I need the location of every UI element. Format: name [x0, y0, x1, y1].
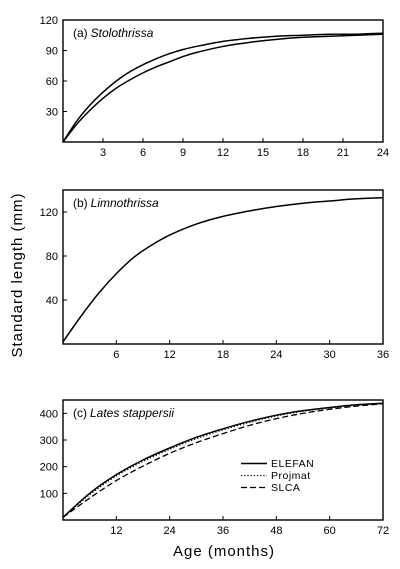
series-line-elefan	[62, 402, 384, 518]
x-tick-label: 36	[377, 349, 389, 361]
x-tick-label: 12	[110, 525, 122, 537]
panel-title: (a) Stolothrissa	[73, 26, 154, 40]
x-tick-label: 48	[270, 525, 282, 537]
y-tick-label: 80	[46, 251, 58, 263]
x-tick-label: 30	[324, 349, 336, 361]
panel-b: 6 12 18 24 30 36 40 80 120 (b) Limnothrissa	[40, 189, 389, 361]
plot-frame	[62, 189, 384, 345]
y-tick-label: 400	[40, 408, 58, 420]
panel-letter: (b)	[73, 196, 88, 210]
legend-label-elefan: ELEFAN	[271, 458, 314, 470]
y-tick-label: 90	[46, 46, 58, 58]
panel-a: 3 6 9 12 15 18 21 24 30 60 90 120 (a) Stolothrissa	[40, 15, 389, 159]
y-tick-label: 120	[40, 15, 58, 27]
x-tick-label: 24	[164, 525, 176, 537]
x-tick-label: 24	[270, 349, 282, 361]
y-tick-label: 30	[46, 107, 58, 119]
series-line-slca	[62, 403, 384, 518]
x-tick-label: 18	[297, 147, 309, 159]
y-tick-label: 100	[40, 488, 58, 500]
panel-c: 12 24 36 48 60 72 100 200 300 400 (c) Lates stapper…	[40, 399, 389, 537]
series-line-1	[62, 32, 384, 143]
x-tick-label: 60	[324, 525, 336, 537]
panel-letter: (a)	[73, 26, 88, 40]
y-tick-label: 60	[46, 76, 58, 88]
y-tick-label: 40	[46, 295, 58, 307]
y-tick-label: 300	[40, 435, 58, 447]
series-line-projmat	[62, 402, 384, 518]
x-tick-label: 6	[140, 147, 146, 159]
panel-title: (b) Limnothrissa	[73, 196, 159, 210]
x-axis-title: Age (months)	[173, 543, 275, 560]
panel-letter: (c)	[73, 406, 87, 420]
legend-label-slca: SLCA	[271, 482, 300, 494]
series-line-1	[62, 196, 384, 343]
x-tick-label: 21	[337, 147, 349, 159]
x-tick-label: 36	[217, 525, 229, 537]
x-tick-label: 9	[180, 147, 186, 159]
series-line-2	[62, 33, 384, 143]
x-tick-label: 72	[377, 525, 389, 537]
y-tick-label: 120	[40, 207, 58, 219]
species-name: Lates stappersii	[90, 406, 174, 420]
x-tick-label: 12	[217, 147, 229, 159]
x-tick-label: 6	[113, 349, 119, 361]
legend-label-projmat: Projmat	[271, 470, 311, 482]
x-tick-label: 3	[100, 147, 106, 159]
x-tick-label: 24	[377, 147, 389, 159]
x-tick-label: 15	[257, 147, 269, 159]
x-tick-label: 12	[164, 349, 176, 361]
species-name: Stolothrissa	[91, 26, 154, 40]
y-tick-label: 200	[40, 462, 58, 474]
panel-title: (c) Lates stappersii	[73, 406, 174, 420]
species-name: Limnothrissa	[91, 196, 159, 210]
y-axis-title: Standard length (mm)	[9, 192, 26, 357]
x-tick-label: 18	[217, 349, 229, 361]
